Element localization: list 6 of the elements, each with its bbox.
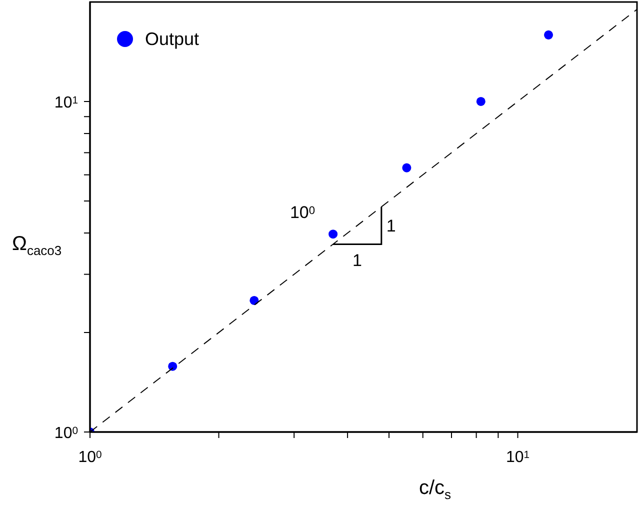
y-axis-title: Ω$_{caco3}$ [12,233,62,258]
legend-label: Output [145,29,200,49]
annotation: 1 [386,216,396,236]
annotation: 1 [352,251,362,270]
x-axis-title: c/c$_{s}$ [418,477,452,502]
annotation: 10$^{0}$ [290,203,316,222]
